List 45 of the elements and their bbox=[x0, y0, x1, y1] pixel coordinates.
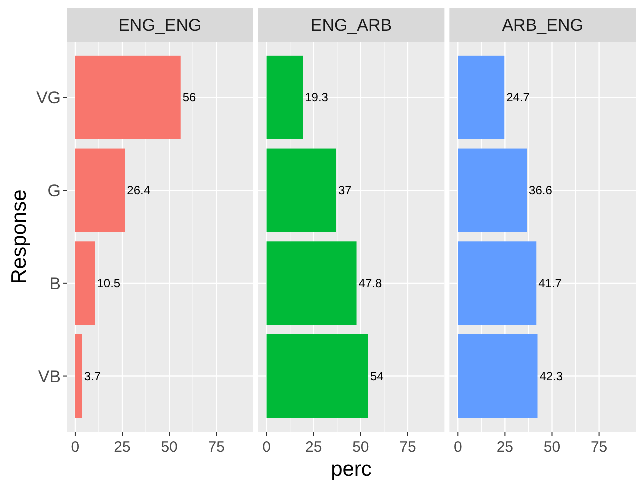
bar bbox=[75, 242, 96, 326]
y-tick-label: VB bbox=[38, 367, 61, 386]
y-tick-label: VG bbox=[36, 88, 61, 108]
chart-title: ENG_ENG bbox=[118, 16, 202, 35]
x-tick-label: 75 bbox=[590, 439, 608, 456]
y-tick-label: G bbox=[48, 182, 61, 201]
data-label: 42.3 bbox=[540, 369, 564, 384]
bar bbox=[266, 56, 304, 140]
chart-title: ENG_ARB bbox=[310, 16, 392, 35]
bar bbox=[458, 242, 537, 326]
bar bbox=[75, 334, 82, 418]
x-tick-label: 75 bbox=[400, 439, 416, 456]
bar bbox=[266, 148, 336, 232]
x-tick-label: 25 bbox=[306, 439, 322, 456]
bar bbox=[458, 56, 505, 140]
x-tick-label: 25 bbox=[496, 439, 514, 456]
data-label: 10.5 bbox=[97, 276, 121, 290]
x-axis-title: perc bbox=[331, 458, 372, 481]
x-tick-label: 0 bbox=[71, 439, 80, 456]
x-tick-label: 0 bbox=[262, 439, 271, 456]
bar bbox=[75, 148, 126, 232]
x-tick-label: 50 bbox=[161, 439, 178, 456]
y-tick-label: B bbox=[50, 274, 61, 294]
data-label: 36.6 bbox=[529, 184, 553, 198]
data-label: 56 bbox=[182, 90, 197, 105]
x-tick-label: 75 bbox=[208, 439, 225, 456]
data-label: 3.7 bbox=[84, 369, 102, 384]
bar bbox=[266, 242, 357, 326]
x-tick-label: 0 bbox=[454, 439, 462, 456]
x-tick-label: 50 bbox=[352, 439, 370, 456]
data-label: 47.8 bbox=[358, 276, 382, 290]
bar bbox=[266, 334, 368, 418]
data-label: 24.7 bbox=[506, 90, 530, 105]
bar bbox=[458, 334, 538, 418]
bar bbox=[458, 148, 528, 232]
data-label: 26.4 bbox=[127, 184, 151, 198]
bar bbox=[75, 56, 181, 140]
y-axis-title: Response bbox=[8, 190, 31, 284]
data-label: 41.7 bbox=[538, 276, 562, 290]
data-label: 19.3 bbox=[305, 90, 329, 105]
x-tick-label: 50 bbox=[544, 439, 561, 456]
data-label: 54 bbox=[370, 369, 384, 384]
chart-title: ARB_ENG bbox=[502, 16, 584, 35]
x-tick-label: 25 bbox=[114, 439, 131, 456]
data-label: 37 bbox=[338, 184, 352, 198]
